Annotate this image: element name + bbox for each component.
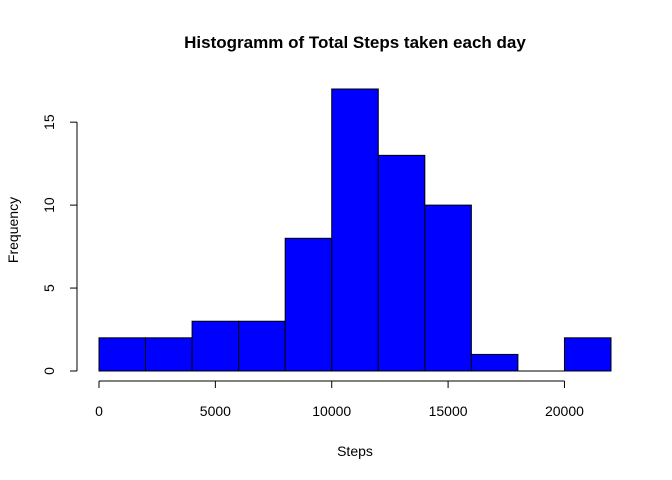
x-tick-label-0: 0 xyxy=(95,403,103,419)
histogram-bar-10 xyxy=(563,337,612,372)
y-tick-label-3: 15 xyxy=(41,114,57,130)
y-axis: 0 5 10 15 xyxy=(41,114,78,375)
histogram-bar-6 xyxy=(377,154,426,372)
y-tick-label-2: 10 xyxy=(41,197,57,213)
x-tick-label-2: 10000 xyxy=(312,403,351,419)
chart-title: Histogramm of Total Steps taken each day xyxy=(184,33,526,52)
histogram-bar-7 xyxy=(424,204,472,372)
y-tick-label-1: 5 xyxy=(41,284,57,292)
x-tick-label-3: 15000 xyxy=(429,403,468,419)
histogram-bar-5 xyxy=(331,88,379,372)
histogram-bar-0 xyxy=(98,337,147,372)
histogram-bar-8 xyxy=(470,353,519,372)
x-tick-label-4: 20000 xyxy=(545,403,584,419)
bars-group xyxy=(98,88,612,372)
histogram-bar-4 xyxy=(284,237,333,372)
histogram-bar-3 xyxy=(238,320,286,372)
y-axis-label: Frequency xyxy=(5,197,21,263)
x-tick-label-1: 5000 xyxy=(200,403,231,419)
histogram-bar-1 xyxy=(145,337,193,372)
x-axis-label: Steps xyxy=(337,443,373,459)
x-axis: 0 5000 10000 15000 20000 xyxy=(95,380,584,419)
y-tick-label-0: 0 xyxy=(41,367,57,375)
histogram-bar-2 xyxy=(191,320,240,372)
